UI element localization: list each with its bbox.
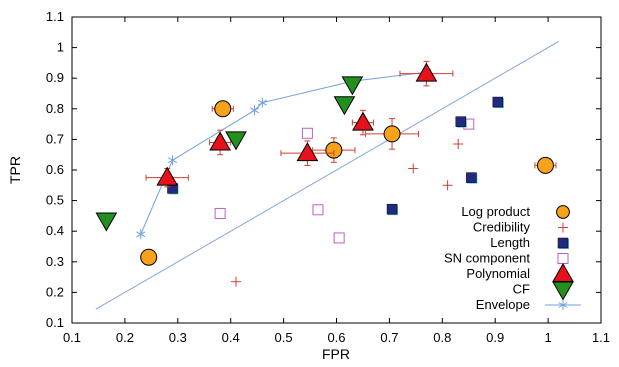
x-tick-label: 0.9 xyxy=(486,330,504,345)
x-axis: 0.1 0.2 0.3 0.4 0.5 0.6 0.7 0.8 0.9 1 1.1 xyxy=(63,17,610,345)
legend-marker xyxy=(558,300,568,310)
data-marks xyxy=(95,60,557,287)
legend-item-log-product: Log product xyxy=(461,204,570,219)
data-point xyxy=(325,141,343,159)
data-point xyxy=(408,163,419,174)
series-polynomial xyxy=(145,60,454,188)
square-fill xyxy=(466,172,477,183)
data-point xyxy=(415,62,438,82)
envelope-point xyxy=(136,229,146,240)
data-point xyxy=(296,142,319,162)
data-point xyxy=(352,111,374,131)
series-length xyxy=(167,96,504,216)
square-fill xyxy=(386,203,398,215)
y-tick-label: 0.9 xyxy=(46,70,64,85)
data-point xyxy=(209,131,231,151)
square-fill xyxy=(557,237,569,249)
data-point xyxy=(383,125,401,143)
y-tick-label: 0.4 xyxy=(46,223,64,238)
legend-label: CF xyxy=(513,282,530,297)
data-point xyxy=(95,212,118,232)
data-point xyxy=(442,180,453,191)
legend-marker xyxy=(552,281,574,301)
asterisk-arm xyxy=(136,231,146,238)
y-axis-title: TPR xyxy=(7,156,23,184)
x-tick-label: 0.8 xyxy=(433,330,451,345)
legend-label: Credibility xyxy=(473,220,531,235)
y-tick-label: 0.2 xyxy=(46,284,64,299)
y-tick-label: 0.3 xyxy=(46,254,64,269)
square-fill xyxy=(492,96,504,108)
data-point xyxy=(536,156,554,174)
envelope-point xyxy=(257,97,268,108)
diagonal-line xyxy=(95,41,559,310)
x-tick-label: 0.6 xyxy=(327,330,345,345)
data-point xyxy=(156,166,179,186)
series-sn-component xyxy=(214,118,475,244)
data-point xyxy=(140,248,158,266)
data-point xyxy=(301,127,313,139)
legend-label: Polynomial xyxy=(466,266,530,281)
y-tick-label: 0.8 xyxy=(46,101,64,116)
series-cf xyxy=(95,76,364,232)
legend-item-polynomial: Polynomial xyxy=(466,262,574,282)
asterisk-arm xyxy=(558,302,568,308)
x-tick-label: 0.4 xyxy=(222,330,240,345)
legend-marker xyxy=(557,253,569,264)
legend-marker xyxy=(557,237,569,249)
y-tick-label: 0.7 xyxy=(46,131,64,146)
y-tick-label: 1 xyxy=(57,40,64,55)
series-log-product xyxy=(140,100,557,266)
data-point xyxy=(466,172,478,184)
x-tick-label: 1.1 xyxy=(592,330,610,345)
y-tick-label: 0.5 xyxy=(46,193,64,208)
asterisk-arm xyxy=(167,157,178,164)
envelope-point xyxy=(167,155,178,166)
asterisk-arm xyxy=(257,99,268,106)
y-tick-label: 0.1 xyxy=(46,315,64,330)
legend-label: Envelope xyxy=(476,297,530,312)
legend-item-length: Length xyxy=(490,235,569,250)
legend-item-sn-component: SN component xyxy=(444,251,569,266)
legend-marker xyxy=(558,222,568,233)
x-tick-label: 0.3 xyxy=(169,330,187,345)
data-point xyxy=(225,131,247,151)
x-tick-label: 0.1 xyxy=(63,330,81,345)
x-axis-title: FPR xyxy=(322,346,350,362)
data-point xyxy=(230,276,241,287)
diagonal-reference-line xyxy=(95,41,559,310)
legend-label: SN component xyxy=(444,251,530,266)
data-point xyxy=(333,96,356,116)
y-tick-label: 1.1 xyxy=(46,9,64,24)
data-point xyxy=(386,203,399,216)
x-tick-label: 0.2 xyxy=(116,330,134,345)
data-point xyxy=(341,76,364,96)
series-credibility xyxy=(230,128,464,287)
legend-label: Length xyxy=(490,235,530,250)
asterisk-arm xyxy=(249,107,260,114)
legend-item-envelope: Envelope xyxy=(476,297,581,312)
legend-item-cf: CF xyxy=(513,281,574,301)
data-point xyxy=(492,96,504,109)
legend-label: Log product xyxy=(461,204,530,219)
square-fill xyxy=(455,116,467,127)
envelope-point xyxy=(249,105,260,116)
x-tick-label: 0.5 xyxy=(275,330,293,345)
legend-item-credibility: Credibility xyxy=(473,220,568,235)
data-point xyxy=(453,138,464,149)
legend-marker xyxy=(556,205,570,219)
x-tick-label: 0.7 xyxy=(380,330,398,345)
y-tick-label: 0.6 xyxy=(46,162,64,177)
x-tick-label: 1 xyxy=(544,330,551,345)
data-point xyxy=(312,204,324,216)
data-point xyxy=(455,116,467,128)
data-point xyxy=(214,207,226,219)
legend-marker xyxy=(552,262,574,282)
data-point xyxy=(214,100,232,118)
y-axis: 0.1 0.2 0.3 0.4 0.5 0.6 0.7 0.8 0.9 1 1.1 xyxy=(46,9,601,330)
data-point xyxy=(333,232,345,244)
